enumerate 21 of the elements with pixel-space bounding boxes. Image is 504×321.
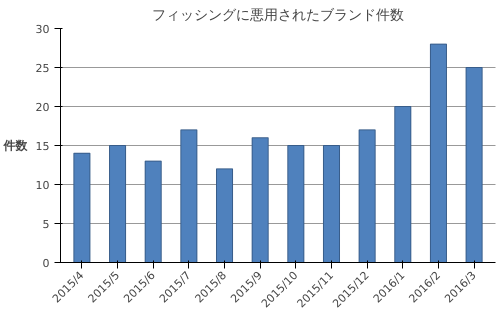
bar [252, 137, 269, 262]
bar [144, 160, 162, 262]
y-tick-label: 5 [42, 218, 50, 231]
bar [394, 106, 412, 262]
y-axis-title: 件数 [2, 138, 29, 152]
bar [287, 145, 304, 262]
y-tick-label: 30 [36, 23, 50, 36]
bar [358, 129, 376, 262]
y-tick-label: 20 [36, 101, 50, 114]
y-tick-label: 10 [36, 179, 50, 192]
bar [322, 145, 340, 262]
bar [109, 145, 126, 262]
y-tick-label: 25 [36, 62, 50, 75]
y-tick-label: 15 [36, 140, 50, 153]
bar [73, 152, 90, 262]
bar [216, 168, 234, 262]
chart-title: フィッシングに悪用されたブランド件数 [152, 8, 404, 24]
y-tick-label: 0 [42, 257, 50, 270]
bar [466, 67, 483, 262]
bar [180, 129, 198, 262]
bar [430, 44, 447, 262]
